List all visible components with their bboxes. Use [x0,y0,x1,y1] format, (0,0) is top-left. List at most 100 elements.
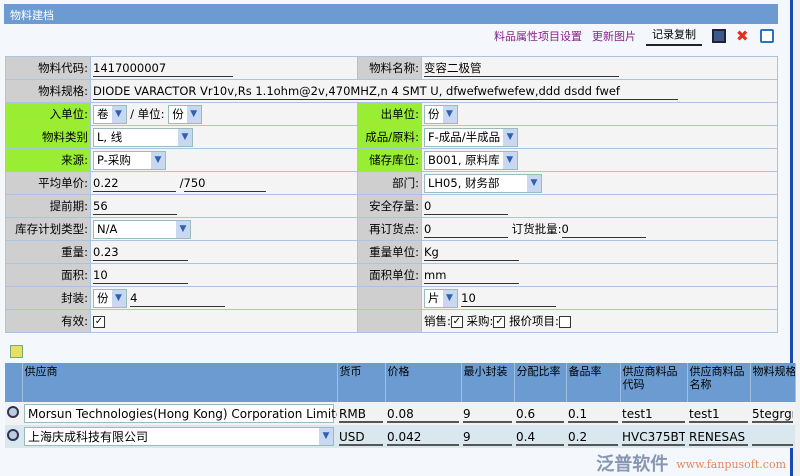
currency-cell[interactable]: USD [339,428,383,446]
pack2-unit-select[interactable]: 片 ▼ [424,288,458,308]
unit-label: / 单位: [130,106,165,121]
delete-icon[interactable]: ✖ [736,27,749,45]
weight-input[interactable]: 0.23 [93,244,188,261]
name-label: 物料名称: [357,56,422,80]
safety-input[interactable]: 0 [424,198,508,215]
purchase-checkbox[interactable]: ✓ [493,315,506,328]
in-unit-label: 入单位: [5,102,91,126]
table-row: 上海庆成科技有限公司 ▼ USD 0.042 9 0.4 0.2 HVC375BT… [5,425,795,448]
area-unit-input[interactable]: mm [424,267,519,284]
warehouse-select[interactable]: B001, 原料库 ▼ [424,150,518,170]
supplier-select[interactable]: 上海庆成科技有限公司 ▼ [24,427,334,446]
ratio-cell[interactable]: 0.4 [516,428,564,446]
weight-unit-label: 重量单位: [357,240,422,264]
warehouse-label: 储存库位: [357,148,422,172]
supplier-select[interactable]: Morsun Technologies(Hong Kong) Corporati… [24,404,337,423]
avg-price-divisor-input[interactable]: 750 [183,175,266,192]
pack-unit-select[interactable]: 份 ▼ [93,288,127,308]
spec-cell[interactable] [752,428,793,446]
chevron-down-icon: ▼ [442,105,457,123]
name-input[interactable]: 变容二极管 [424,60,619,77]
weight-unit-input[interactable]: Kg [424,244,519,261]
header-supplier-code[interactable]: 供应商料品代码 [620,363,688,402]
min-pack-cell[interactable]: 9 [463,405,512,423]
in-unit-select[interactable]: 卷 ▼ [93,104,127,124]
copy-record-button[interactable]: 记录复制 [646,26,702,46]
attr-settings-link[interactable]: 料品属性项目设置 [494,30,582,43]
safety-label: 安全存量: [357,194,422,218]
reorder-input[interactable]: 0 [424,221,508,238]
header-supplier[interactable]: 供应商 [22,363,338,402]
product-select[interactable]: F-成品/半成品 ▼ [424,127,519,147]
header-ratio[interactable]: 分配比率 [514,363,567,402]
code-label: 物料代码: [5,56,91,80]
lead-input[interactable]: 56 [93,198,177,215]
category-label: 物料类别 [5,125,91,149]
update-image-link[interactable]: 更新图片 [592,30,636,43]
search-icon[interactable] [7,429,19,441]
spare-rate-cell[interactable]: 0.1 [568,405,618,423]
valid-label: 有效: [5,309,91,333]
chevron-down-icon: ▼ [502,151,517,169]
reorder-label: 再订货点: [357,217,422,241]
price-cell[interactable]: 0.042 [387,428,459,446]
header-price[interactable]: 价格 [385,363,462,402]
supplier-name-cell[interactable]: test1 [689,405,748,423]
table-row: Morsun Technologies(Hong Kong) Corporati… [5,402,795,425]
sale-checkbox[interactable]: ✓ [450,315,463,328]
lot-input[interactable]: 0 [561,221,646,238]
avg-price-label: 平均单价: [5,171,91,195]
purchase-label: 采购: [466,314,494,328]
spec-cell[interactable]: 5tegrgr [752,406,793,423]
ratio-cell[interactable]: 0.6 [516,405,564,423]
watermark-logo: 泛普软件 www.fanpusoft.com [596,454,786,475]
header-spec[interactable]: 物料规格 [750,363,796,402]
chevron-down-icon: ▼ [178,128,192,146]
dept-label: 部门: [357,171,422,195]
out-unit-label: 出单位: [357,102,422,126]
area-input[interactable]: 10 [93,267,188,284]
chevron-down-icon: ▼ [503,128,518,146]
unit-select[interactable]: 份 ▼ [168,104,202,124]
category-select[interactable]: L, 线 ▼ [93,127,193,147]
area-label: 面积: [5,263,91,287]
chevron-down-icon: ▼ [186,105,201,123]
area-unit-label: 面积单位: [357,263,422,287]
chevron-down-icon: ▼ [176,220,190,238]
supplier-grid: 供应商 货币 价格 最小封装 分配比率 备品率 供应商料品代码 供应商料品名称 … [5,363,796,448]
new-icon[interactable] [760,29,774,43]
header-currency[interactable]: 货币 [337,363,386,402]
supplier-name-cell[interactable]: RENESAS [689,428,748,446]
chevron-down-icon: ▼ [111,105,126,123]
search-icon[interactable] [7,406,19,418]
plan-type-select[interactable]: N/A ▼ [93,219,191,239]
pack-input[interactable]: 4 [130,290,226,307]
save-icon[interactable] [712,29,726,43]
code-input[interactable]: 1417000007 [93,60,233,77]
header-spare-rate[interactable]: 备品率 [566,363,621,402]
supplier-code-cell[interactable]: test1 [622,405,685,423]
header-min-pack[interactable]: 最小封装 [461,363,515,402]
pack2-input[interactable]: 10 [461,290,557,307]
min-pack-cell[interactable]: 9 [463,428,512,446]
lot-label: 订货批量: [511,221,562,236]
spec-input[interactable]: DIODE VARACTOR Vr10v,Rs 1.1ohm@2v,470MHZ… [93,83,678,100]
out-unit-select[interactable]: 份 ▼ [424,104,458,124]
source-select[interactable]: P-采购 ▼ [93,150,166,170]
chevron-down-icon: ▼ [527,174,541,192]
avg-price-input[interactable]: 0.22 [93,175,176,192]
spec-label: 物料规格: [5,79,91,103]
vertical-scrollbar[interactable] [790,0,800,476]
export-icon[interactable] [10,345,23,358]
dept-select[interactable]: LH05, 财务部 ▼ [424,173,542,193]
valid-checkbox[interactable]: ✓ [93,315,105,328]
header-supplier-name[interactable]: 供应商料品名称 [687,363,751,402]
sale-label: 销售: [424,314,451,328]
currency-cell[interactable]: RMB [339,405,383,423]
supplier-code-cell[interactable]: HVC375BTI [622,429,685,446]
chevron-down-icon: ▼ [442,289,457,307]
price-cell[interactable]: 0.08 [387,405,459,423]
spare-rate-cell[interactable]: 0.2 [568,428,618,446]
quote-checkbox[interactable] [558,315,571,328]
chevron-down-icon: ▼ [151,151,165,169]
